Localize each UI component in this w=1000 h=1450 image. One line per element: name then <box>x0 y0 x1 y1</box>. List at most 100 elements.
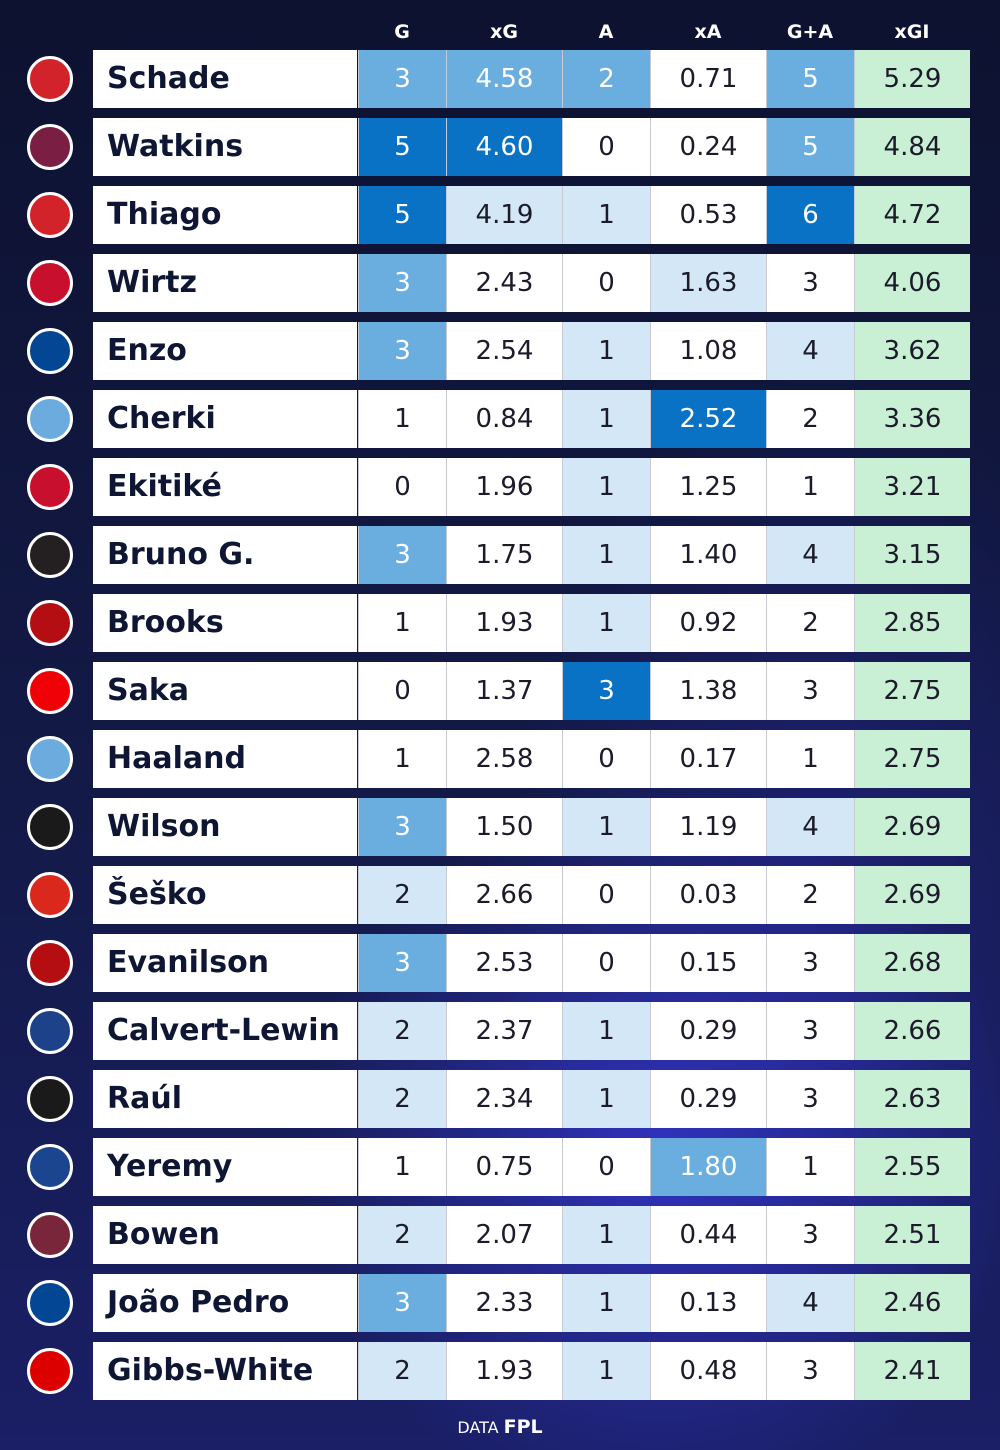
cell-xg: 2.37 <box>446 1002 562 1060</box>
table-row: Schade 3 4.58 2 0.71 5 5.29 <box>0 50 1000 108</box>
cell-g-a: 3 <box>766 662 854 720</box>
table-row: Yeremy 1 0.75 0 1.80 1 2.55 <box>0 1138 1000 1196</box>
cell-g: 3 <box>358 934 446 992</box>
fulham-badge-icon <box>27 804 73 850</box>
cell-xa: 0.15 <box>650 934 766 992</box>
cell-a: 1 <box>562 526 650 584</box>
player-name: Cherki <box>93 390 357 448</box>
man-city-badge-icon <box>27 736 73 782</box>
column-header-a: A <box>598 21 614 43</box>
table-row: Raúl 2 2.34 1 0.29 3 2.63 <box>0 1070 1000 1128</box>
cell-xa: 1.80 <box>650 1138 766 1196</box>
cell-g-a: 4 <box>766 322 854 380</box>
cell-xgi: 2.63 <box>854 1070 970 1128</box>
footer-source: FPL <box>503 1416 543 1438</box>
chelsea-badge-icon <box>27 1280 73 1326</box>
man-united-badge-icon <box>27 872 73 918</box>
cell-g: 1 <box>358 390 446 448</box>
player-name: Thiago <box>93 186 357 244</box>
cell-a: 1 <box>562 594 650 652</box>
cell-g-a: 1 <box>766 730 854 788</box>
cell-xgi: 2.51 <box>854 1206 970 1264</box>
cell-xgi: 4.72 <box>854 186 970 244</box>
cell-g: 3 <box>358 322 446 380</box>
arsenal-badge-icon <box>27 668 73 714</box>
cell-xa: 0.24 <box>650 118 766 176</box>
cell-xg: 0.75 <box>446 1138 562 1196</box>
cell-xg: 4.60 <box>446 118 562 176</box>
cell-xgi: 2.75 <box>854 662 970 720</box>
cell-g-a: 1 <box>766 458 854 516</box>
cell-xa: 0.17 <box>650 730 766 788</box>
cell-xg: 1.93 <box>446 594 562 652</box>
cell-g: 1 <box>358 730 446 788</box>
leeds-badge-icon <box>27 1008 73 1054</box>
chelsea-badge-icon <box>27 328 73 374</box>
fulham-badge-icon <box>27 1076 73 1122</box>
column-header-g: G <box>394 21 410 43</box>
cell-g-a: 3 <box>766 1206 854 1264</box>
cell-g: 1 <box>358 1138 446 1196</box>
brentford-badge-icon <box>27 56 73 102</box>
player-name: Watkins <box>93 118 357 176</box>
cell-g-a: 5 <box>766 50 854 108</box>
cell-g-a: 3 <box>766 934 854 992</box>
cell-xg: 4.58 <box>446 50 562 108</box>
cell-xa: 0.29 <box>650 1002 766 1060</box>
cell-g: 0 <box>358 662 446 720</box>
player-name: Wilson <box>93 798 357 856</box>
player-name: Enzo <box>93 322 357 380</box>
brentford-badge-icon <box>27 192 73 238</box>
cell-g-a: 2 <box>766 866 854 924</box>
cell-g: 1 <box>358 594 446 652</box>
cell-xgi: 3.36 <box>854 390 970 448</box>
cell-xgi: 2.55 <box>854 1138 970 1196</box>
cell-a: 0 <box>562 1138 650 1196</box>
cell-g-a: 3 <box>766 1002 854 1060</box>
cell-xa: 0.44 <box>650 1206 766 1264</box>
player-name: Saka <box>93 662 357 720</box>
table-row: João Pedro 3 2.33 1 0.13 4 2.46 <box>0 1274 1000 1332</box>
crystal-palace-badge-icon <box>27 1144 73 1190</box>
table-row: Bowen 2 2.07 1 0.44 3 2.51 <box>0 1206 1000 1264</box>
cell-g: 3 <box>358 798 446 856</box>
player-name: Yeremy <box>93 1138 357 1196</box>
cell-g-a: 3 <box>766 254 854 312</box>
cell-g: 3 <box>358 526 446 584</box>
cell-xa: 1.25 <box>650 458 766 516</box>
cell-xa: 2.52 <box>650 390 766 448</box>
cell-xg: 1.37 <box>446 662 562 720</box>
cell-xgi: 2.69 <box>854 798 970 856</box>
cell-a: 0 <box>562 254 650 312</box>
cell-a: 1 <box>562 1274 650 1332</box>
cell-xg: 2.58 <box>446 730 562 788</box>
cell-g: 5 <box>358 186 446 244</box>
cell-g-a: 5 <box>766 118 854 176</box>
table-row: Gibbs-White 2 1.93 1 0.48 3 2.41 <box>0 1342 1000 1400</box>
player-name: Haaland <box>93 730 357 788</box>
column-header-xgi: xGI <box>894 21 930 43</box>
cell-a: 1 <box>562 390 650 448</box>
cell-a: 1 <box>562 1206 650 1264</box>
cell-xg: 2.53 <box>446 934 562 992</box>
cell-xg: 1.75 <box>446 526 562 584</box>
cell-g-a: 1 <box>766 1138 854 1196</box>
table-row: Wilson 3 1.50 1 1.19 4 2.69 <box>0 798 1000 856</box>
cell-g: 2 <box>358 1070 446 1128</box>
footer-prefix: DATA <box>457 1418 499 1437</box>
cell-xgi: 2.68 <box>854 934 970 992</box>
table-row: Calvert-Lewin 2 2.37 1 0.29 3 2.66 <box>0 1002 1000 1060</box>
table-row: Brooks 1 1.93 1 0.92 2 2.85 <box>0 594 1000 652</box>
cell-a: 0 <box>562 934 650 992</box>
cell-g-a: 4 <box>766 1274 854 1332</box>
cell-xa: 1.19 <box>650 798 766 856</box>
aston-villa-badge-icon <box>27 124 73 170</box>
cell-xa: 1.08 <box>650 322 766 380</box>
liverpool-badge-icon <box>27 464 73 510</box>
cell-a: 1 <box>562 1002 650 1060</box>
cell-g: 2 <box>358 1342 446 1400</box>
cell-xgi: 3.62 <box>854 322 970 380</box>
column-header-g-a: G+A <box>786 21 834 43</box>
cell-xa: 0.48 <box>650 1342 766 1400</box>
cell-a: 0 <box>562 730 650 788</box>
